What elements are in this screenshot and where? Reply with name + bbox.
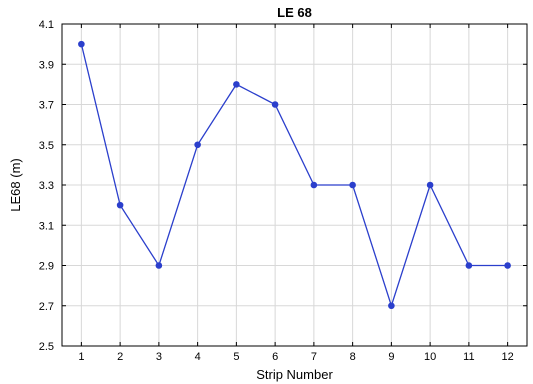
data-point — [271, 101, 279, 108]
y-tick-label: 2.7 — [39, 301, 54, 313]
grid-lines — [62, 23, 527, 347]
series-layer — [78, 40, 511, 310]
x-axis-label: Strip Number — [256, 367, 333, 382]
x-tick-label: 11 — [463, 351, 474, 363]
data-point — [504, 262, 511, 269]
data-point — [78, 40, 85, 48]
x-tick-label: 3 — [156, 351, 162, 363]
x-tick-label: 4 — [195, 351, 201, 363]
x-tick-label: 7 — [311, 351, 317, 363]
data-point — [388, 302, 395, 310]
data-point — [155, 262, 163, 269]
y-tick-label: 3.3 — [39, 180, 54, 192]
data-point — [426, 181, 434, 189]
x-tick-label: 5 — [233, 351, 239, 363]
y-tick-label: 4.1 — [39, 19, 54, 31]
y-tick-label: 3.7 — [39, 100, 54, 112]
data-point — [465, 262, 473, 269]
x-tick-label: 8 — [350, 351, 356, 363]
y-tick-label: 3.9 — [39, 59, 54, 71]
x-tick-label: 10 — [424, 351, 436, 363]
series-line — [80, 43, 508, 308]
x-tick-label: 9 — [388, 351, 394, 363]
x-tick-label: 2 — [117, 351, 123, 363]
data-point — [233, 81, 240, 88]
data-point — [194, 141, 201, 149]
y-tick-label: 2.9 — [39, 261, 54, 273]
data-point — [349, 181, 356, 189]
y-tick-label: 3.1 — [39, 220, 54, 232]
axis-ticks: 2.52.72.93.13.33.53.73.94.11 2 3 4 5 6 7 8 9 10 11… — [39, 19, 527, 363]
y-tick-label: 3.5 — [39, 140, 54, 152]
x-tick-label: 1 — [78, 351, 84, 363]
data-point — [116, 201, 124, 209]
x-tick-label: 12 — [502, 351, 514, 363]
y-tick-label: 2.5 — [39, 341, 54, 353]
data-point — [310, 181, 318, 189]
x-tick-label: 6 — [272, 351, 278, 363]
chart-title: LE 68 — [277, 5, 312, 20]
y-axis-label: LE68 (m) — [8, 158, 23, 211]
